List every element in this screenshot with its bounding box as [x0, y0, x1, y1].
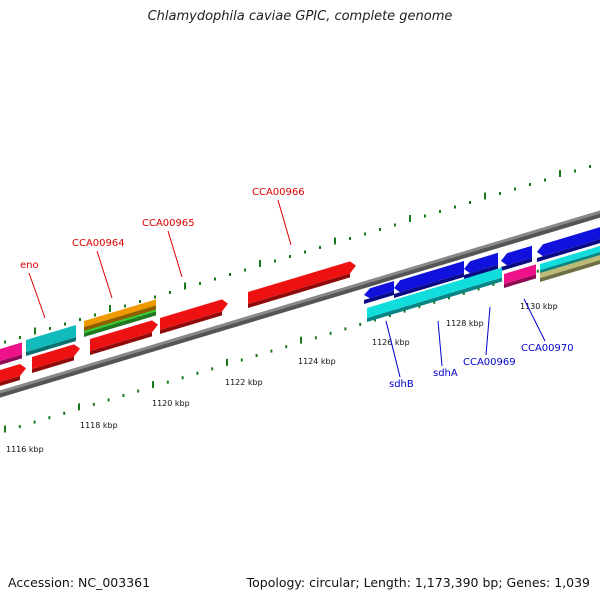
map-title: Chlamydophila caviae GPIC, complete geno…	[147, 9, 453, 24]
scale-label: 1124 kbp	[298, 357, 336, 366]
accession-text: Accession: NC_003361	[8, 575, 151, 590]
feature-cca00964-orange	[84, 299, 156, 327]
genome-backbone-shadow	[0, 212, 600, 398]
scale-label: 1130 kbp	[520, 302, 558, 311]
gene-label-forward: CCA00966	[252, 187, 305, 198]
gene-leader-line	[523, 298, 546, 342]
cds-cca00966	[248, 261, 356, 304]
feature-eno-teal-side	[26, 337, 76, 356]
cds-cca00965	[160, 299, 228, 330]
feature-right-magenta-side	[504, 274, 536, 288]
cds-cca00964-red-side	[90, 332, 152, 355]
cds-sdhb-side	[364, 291, 394, 304]
cds-left-red-side	[0, 376, 20, 386]
cds-cca00970-side	[501, 257, 532, 271]
gene-leader-line	[277, 199, 292, 246]
cds-left-red	[0, 364, 26, 382]
cds-right-blue	[537, 227, 600, 257]
scale-label: 1128 kbp	[446, 319, 484, 328]
gene-leader-line	[28, 272, 46, 319]
cds-cca00966-side	[248, 273, 350, 308]
gene-leader-line	[96, 250, 113, 299]
gene-leader-line	[485, 306, 491, 356]
cds-eno-side	[32, 356, 74, 373]
feature-left-magenta	[0, 342, 22, 361]
scale-label: 1120 kbp	[152, 399, 190, 408]
gene-label-forward: CCA00964	[72, 238, 125, 249]
cds-right-blue-side	[537, 239, 600, 262]
feature-right-cyan	[540, 246, 600, 270]
feature-right-tan-side	[540, 260, 600, 282]
feature-cca00964-orange-side	[84, 305, 156, 331]
feature-left-magenta-side	[0, 354, 22, 365]
feature-cca00964-green-side	[84, 311, 156, 337]
cds-sdha-side	[394, 273, 464, 298]
gene-label-forward: CCA00965	[142, 218, 195, 229]
scale-label: 1126 kbp	[372, 338, 410, 347]
gene-label-reverse: CCA00969	[463, 357, 516, 368]
gene-leader-line	[385, 320, 401, 378]
gene-leader-line	[167, 230, 183, 278]
feature-cyan-side	[367, 277, 502, 322]
scale-label: 1116 kbp	[6, 445, 44, 454]
cds-eno	[32, 344, 80, 369]
cds-sdha	[394, 261, 464, 293]
cds-sdhb	[364, 281, 394, 299]
genome-backbone	[0, 210, 600, 394]
cds-cca00969	[464, 252, 498, 274]
feature-cyan	[367, 267, 502, 318]
gene-label-reverse: sdhB	[389, 379, 414, 390]
gene-label-reverse: CCA00970	[521, 343, 574, 354]
gene-label-forward: eno	[20, 260, 39, 271]
scale-label: 1122 kbp	[225, 378, 263, 387]
feature-right-magenta	[504, 264, 536, 284]
feature-right-tan	[540, 255, 600, 278]
genome-summary-text: Topology: circular; Length: 1,173,390 bp…	[246, 575, 590, 590]
feature-eno-teal	[26, 325, 76, 352]
cds-cca00964-red	[90, 320, 158, 351]
cds-cca00970	[501, 245, 532, 266]
gene-leader-line	[437, 320, 443, 367]
cds-cca00969-side	[464, 264, 498, 279]
gene-label-reverse: sdhA	[433, 368, 458, 379]
cds-cca00965-side	[160, 311, 222, 334]
scale-label: 1118 kbp	[80, 421, 118, 430]
